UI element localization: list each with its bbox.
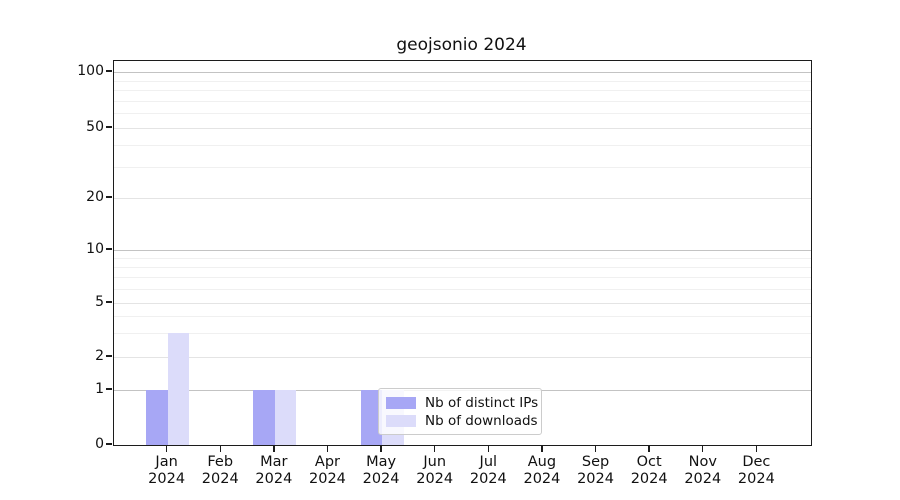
legend-label-distinct-ips: Nb of distinct IPs bbox=[425, 395, 539, 411]
y-tick-mark-50 bbox=[106, 126, 112, 128]
x-tick-year: 2024 bbox=[469, 471, 507, 487]
gridline-minor bbox=[114, 316, 811, 318]
y-tick-label-20: 20 bbox=[86, 189, 104, 205]
x-tick-mark-nov bbox=[702, 445, 704, 452]
legend-swatch-distinct-ips bbox=[386, 397, 416, 409]
x-tick-month: Feb bbox=[207, 454, 234, 470]
bar-nb-of-distinct-ips-may bbox=[360, 390, 383, 445]
x-tick-mark-apr bbox=[326, 445, 329, 452]
x-tick-year: 2024 bbox=[523, 471, 561, 487]
x-tick-label-feb: Feb 2024 bbox=[188, 454, 252, 488]
y-tick-label-0: 0 bbox=[95, 436, 104, 452]
x-tick-mark-aug bbox=[541, 445, 543, 452]
x-tick-mark-oct bbox=[648, 445, 650, 452]
y-tick-mark-5 bbox=[106, 301, 112, 303]
y-tick-label-5: 5 bbox=[95, 294, 104, 310]
x-tick-label-aug: Aug 2024 bbox=[510, 454, 574, 488]
x-tick-year: 2024 bbox=[416, 471, 454, 487]
legend-label-downloads: Nb of downloads bbox=[425, 413, 538, 429]
x-tick-label-sep: Sep 2024 bbox=[564, 454, 628, 488]
y-tick-label-100: 100 bbox=[77, 63, 104, 79]
x-tick-month: Apr bbox=[314, 454, 340, 470]
x-tick-year: 2024 bbox=[737, 471, 775, 487]
y-tick-mark-10 bbox=[106, 248, 112, 250]
gridline-minor bbox=[114, 289, 811, 291]
x-tick-month: May bbox=[366, 454, 397, 470]
x-tick-label-jul: Jul 2024 bbox=[456, 454, 520, 488]
x-tick-label-jun: Jun 2024 bbox=[403, 454, 467, 488]
gridline-y-10 bbox=[114, 250, 811, 251]
legend: Nb of distinct IPs Nb of downloads bbox=[378, 388, 542, 435]
gridline-minor bbox=[114, 277, 811, 279]
legend-swatch-downloads bbox=[386, 415, 416, 427]
bar-nb-of-distinct-ips-jan bbox=[146, 390, 168, 445]
x-tick-month: Dec bbox=[742, 454, 771, 470]
legend-item-distinct-ips: Nb of distinct IPs bbox=[386, 395, 538, 411]
x-tick-month: Jul bbox=[479, 454, 498, 470]
x-tick-label-apr: Apr 2024 bbox=[295, 454, 359, 488]
gridline-minor bbox=[114, 145, 811, 147]
bar-nb-of-downloads-jan bbox=[167, 333, 190, 445]
x-tick-year: 2024 bbox=[684, 471, 722, 487]
x-tick-label-jan: Jan 2024 bbox=[135, 454, 199, 488]
gridline-minor bbox=[114, 113, 811, 115]
y-tick-mark-1 bbox=[106, 388, 112, 390]
y-tick-label-50: 50 bbox=[86, 119, 104, 135]
y-tick-mark-0 bbox=[106, 443, 112, 445]
x-tick-mark-jun bbox=[433, 445, 436, 452]
gridline-minor bbox=[114, 100, 811, 102]
y-tick-label-10: 10 bbox=[86, 241, 104, 257]
x-tick-year: 2024 bbox=[201, 471, 239, 487]
x-tick-month: Aug bbox=[527, 454, 557, 470]
x-tick-month: Mar bbox=[260, 454, 288, 470]
x-tick-mark-sep bbox=[594, 445, 597, 452]
gridline-minor bbox=[114, 267, 811, 269]
gridline-y-50 bbox=[114, 128, 811, 129]
y-tick-mark-20 bbox=[106, 196, 112, 198]
x-tick-label-mar: Mar 2024 bbox=[242, 454, 306, 488]
gridline-minor bbox=[114, 90, 811, 92]
x-tick-mark-jul bbox=[487, 445, 489, 452]
gridline-minor bbox=[114, 80, 811, 82]
x-tick-month: Jan bbox=[155, 454, 178, 470]
y-tick-label-2: 2 bbox=[95, 348, 104, 364]
x-tick-month: Nov bbox=[688, 454, 717, 470]
x-tick-year: 2024 bbox=[630, 471, 668, 487]
x-tick-mark-mar bbox=[273, 445, 275, 452]
x-tick-mark-feb bbox=[219, 445, 221, 452]
x-tick-mark-jan bbox=[165, 445, 168, 452]
gridline-y-20 bbox=[114, 198, 811, 199]
y-tick-mark-2 bbox=[106, 355, 112, 357]
gridline-y-100 bbox=[114, 72, 811, 73]
x-tick-mark-may bbox=[380, 445, 382, 452]
gridline-minor bbox=[114, 333, 811, 335]
bar-nb-of-downloads-mar bbox=[274, 390, 297, 445]
x-tick-year: 2024 bbox=[148, 471, 186, 487]
gridline-minor bbox=[114, 258, 811, 260]
chart-title: geojsonio 2024 bbox=[396, 35, 527, 55]
gridline-y-5 bbox=[114, 303, 811, 304]
x-tick-label-may: May 2024 bbox=[349, 454, 413, 488]
x-tick-label-dec: Dec 2024 bbox=[724, 454, 788, 488]
gridline-y-2 bbox=[114, 357, 811, 358]
x-tick-year: 2024 bbox=[577, 471, 614, 487]
x-tick-month: Sep bbox=[581, 454, 610, 470]
x-tick-label-nov: Nov 2024 bbox=[671, 454, 735, 488]
x-tick-year: 2024 bbox=[309, 471, 346, 487]
y-tick-mark-100 bbox=[106, 70, 112, 72]
legend-item-downloads: Nb of downloads bbox=[386, 413, 538, 429]
bar-nb-of-distinct-ips-mar bbox=[253, 390, 275, 445]
x-tick-month: Oct bbox=[636, 454, 662, 470]
x-tick-mark-dec bbox=[755, 445, 758, 452]
x-tick-month: Jun bbox=[423, 454, 447, 470]
y-tick-label-1: 1 bbox=[95, 381, 104, 397]
x-tick-year: 2024 bbox=[362, 471, 400, 487]
gridline-minor bbox=[114, 167, 811, 169]
plot-area bbox=[113, 60, 812, 446]
x-tick-label-oct: Oct 2024 bbox=[617, 454, 681, 488]
x-tick-year: 2024 bbox=[255, 471, 293, 487]
